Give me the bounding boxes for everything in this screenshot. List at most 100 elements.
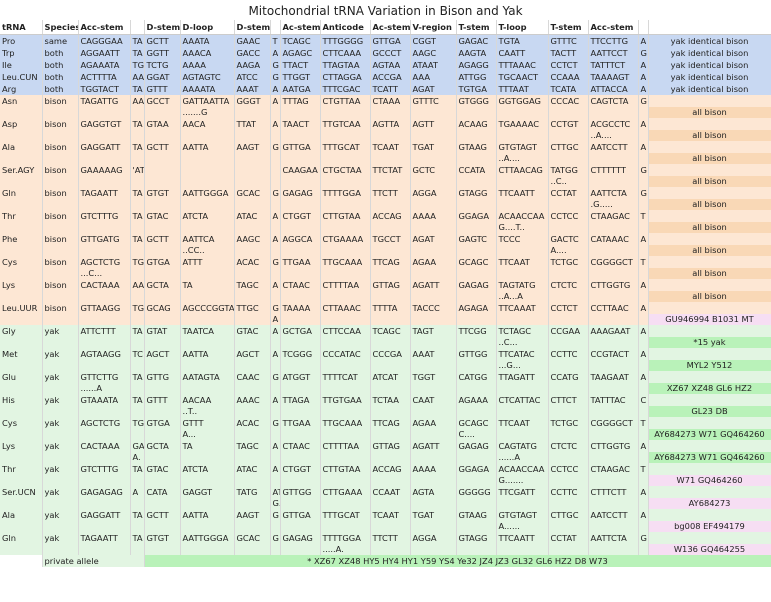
variant-cell — [548, 153, 589, 164]
sequence-cell: TTACT — [280, 59, 321, 71]
sequence-cell: GCTT — [144, 141, 181, 153]
sequence-cell: GCTT — [144, 509, 181, 521]
sequence-cell: GCCT — [144, 95, 181, 107]
trna-name: Thr — [0, 463, 43, 475]
sequence-cell: ATCTA — [180, 210, 235, 222]
sequence-cell: GTCTTTG — [78, 463, 131, 475]
variant-cell — [638, 360, 649, 371]
sequence-cell: bison — [42, 95, 79, 107]
sequence-cell: ATGGT — [280, 371, 321, 383]
trna-name: Gln — [0, 532, 43, 544]
variant-cell — [130, 337, 145, 348]
variant-cell: ...C... — [78, 268, 131, 279]
sequence-cell: GA — [130, 440, 145, 452]
variant-cell — [548, 314, 589, 325]
variant-cell — [280, 475, 321, 486]
sequence-cell: GGGGG — [456, 486, 497, 498]
sequence-cell: TTGC — [234, 302, 271, 314]
variant-cell — [588, 314, 639, 325]
trna-row: Cys bison AGCTCTG TG GTGA ATTT ACAC G TTGAA TTGCA… — [0, 256, 771, 268]
sequence-cell: AGGCA — [280, 233, 321, 245]
sequence-cell: TAGAATT — [78, 532, 131, 544]
trna-row: Gln yak TAGAATT TA GTGT AATTGGGA GCAC G GAGAG TTT… — [0, 532, 771, 544]
sequence-cell: AGAA — [410, 256, 457, 268]
variant-cell — [42, 475, 79, 486]
sequence-cell: TTTGCAT — [320, 141, 371, 153]
variant-cell — [0, 452, 43, 463]
sequence-cell: both — [42, 47, 79, 59]
sequence-cell: G — [270, 532, 281, 544]
variant-cell — [588, 498, 639, 509]
variant-cell — [410, 291, 457, 302]
variant-cell — [144, 153, 181, 164]
variant-cell: ..A.... — [588, 130, 639, 141]
variant-row: ...C... all bison — [0, 268, 771, 279]
header-row: tRNA Species Acc-stem D-stem D-loop D-stem Ac-… — [0, 20, 771, 35]
variant-cell — [180, 360, 235, 371]
variant-cell — [144, 452, 181, 463]
sequence-cell: TAGTATG — [496, 279, 549, 291]
sequence-cell: TA — [130, 509, 145, 521]
sequence-cell: ACGCCTC — [588, 118, 639, 130]
variant-cell — [588, 360, 639, 371]
sequence-cell: TAACT — [280, 118, 321, 130]
sequence-cell: TTCAAAT — [496, 302, 549, 314]
variant-cell — [0, 199, 43, 210]
sequence-cell: AGTAA — [370, 59, 411, 71]
sequence-cell: TA — [130, 118, 145, 130]
sequence-cell: same — [42, 34, 79, 47]
sequence-cell: GTAAG — [456, 509, 497, 521]
variant-cell — [410, 498, 457, 509]
variant-cell — [588, 291, 639, 302]
variant-cell — [410, 314, 457, 325]
sequence-cell: CTTGTAA — [320, 463, 371, 475]
variant-cell — [638, 452, 649, 463]
sequence-cell: AGATT — [410, 279, 457, 291]
variant-cell — [496, 176, 549, 187]
sequence-cell: AA — [130, 279, 145, 291]
sequence-cell: TA — [130, 47, 145, 59]
sequence-cell: AAATA — [180, 34, 235, 47]
sequence-cell: GTTGATG — [78, 233, 131, 245]
sequence-cell: AAA — [410, 71, 457, 83]
variant-row: A...... bg008 EF494179 — [0, 521, 771, 532]
sequence-cell: GTAGG — [456, 187, 497, 199]
sequence-cell: GTTGG — [456, 348, 497, 360]
sequence-cell: TA — [130, 187, 145, 199]
trna-name: Cys — [0, 417, 43, 429]
sequence-cell: TA — [130, 141, 145, 153]
header-cell: T-loop — [496, 20, 549, 35]
sequence-cell: A — [270, 463, 281, 475]
note-cell: AY684273 W71 GQ464260 — [648, 452, 771, 463]
variant-row: ...G... MYL2 Y512 — [0, 360, 771, 371]
trna-row: Cys yak AGCTCTG TG GTGA GTTT ACAC G TTGAA TTGCAAA… — [0, 417, 771, 429]
variant-cell — [588, 429, 639, 440]
sequence-cell: TCAGC — [370, 325, 411, 337]
sequence-cell: CCGTACT — [588, 348, 639, 360]
variant-cell — [370, 107, 411, 118]
variant-row: A... C.... AY684273 W71 GQ464260 — [0, 429, 771, 440]
variant-cell — [370, 383, 411, 394]
sequence-cell: GATTAATTA — [180, 95, 235, 107]
sequence-cell: ACCGA — [370, 71, 411, 83]
variant-cell — [234, 222, 271, 233]
trna-name: Phe — [0, 233, 43, 245]
sequence-cell: TCTAA — [370, 394, 411, 406]
sequence-cell: TA — [180, 279, 235, 291]
sequence-cell: GTTT — [180, 417, 235, 429]
sequence-cell: GCAGC — [456, 417, 497, 429]
sequence-cell: CCGAA — [548, 325, 589, 337]
note-cell: yak identical bison — [648, 83, 771, 95]
variant-cell — [0, 268, 43, 279]
sequence-cell: T — [638, 256, 649, 268]
sequence-cell: bison — [42, 256, 79, 268]
sequence-cell: ACAC — [234, 256, 271, 268]
note-cell: W136 GQ464255 — [648, 544, 771, 555]
sequence-cell: GCTA — [144, 279, 181, 291]
sequence-cell — [270, 164, 281, 176]
sequence-cell: TTGCAAA — [320, 417, 371, 429]
sequence-cell: AATTGGGA — [180, 187, 235, 199]
sequence-cell: TTTGGGG — [320, 34, 371, 47]
variant-cell — [410, 199, 457, 210]
sequence-cell: TGAT — [410, 141, 457, 153]
